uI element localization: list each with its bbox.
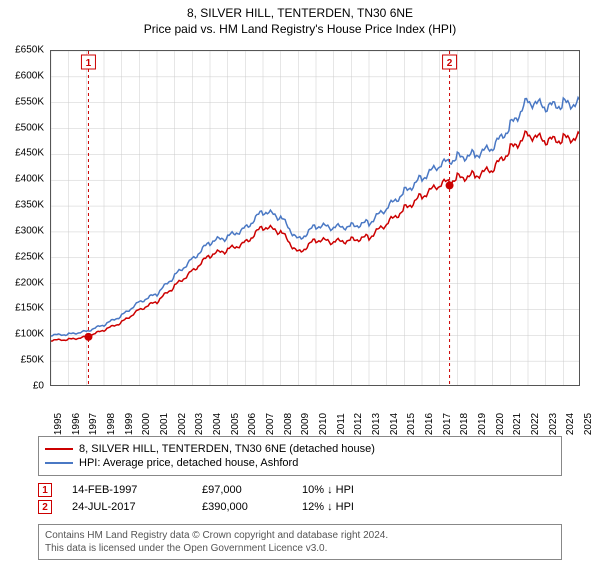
legend-label: 8, SILVER HILL, TENTERDEN, TN30 6NE (det…	[79, 443, 375, 455]
x-tick-label: 2004	[212, 413, 223, 435]
x-tick-label: 2016	[424, 413, 435, 435]
x-tick-label: 2013	[371, 413, 382, 435]
chart-container: 8, SILVER HILL, TENTERDEN, TN30 6NE Pric…	[0, 6, 600, 566]
x-tick-label: 2009	[300, 413, 311, 435]
x-tick-label: 2024	[565, 413, 576, 435]
y-tick-label: £300K	[15, 225, 44, 236]
x-tick-label: 2021	[512, 413, 523, 435]
x-tick-label: 2012	[353, 413, 364, 435]
x-tick-label: 2008	[283, 413, 294, 435]
x-tick-label: 2011	[336, 413, 347, 435]
chart-svg: 12	[50, 50, 580, 386]
y-tick-label: £0	[33, 381, 44, 392]
y-tick-label: £150K	[15, 303, 44, 314]
footer-line1: Contains HM Land Registry data © Crown c…	[45, 529, 555, 542]
chart-title-sub: Price paid vs. HM Land Registry's House …	[0, 22, 600, 36]
y-axis-labels: £0£50K£100K£150K£200K£250K£300K£350K£400…	[0, 50, 48, 386]
y-tick-label: £650K	[15, 45, 44, 56]
x-tick-label: 2015	[406, 413, 417, 435]
x-tick-label: 2023	[548, 413, 559, 435]
transaction-price: £390,000	[202, 501, 282, 513]
x-tick-label: 2020	[495, 413, 506, 435]
y-tick-label: £450K	[15, 148, 44, 159]
x-tick-label: 2000	[141, 413, 152, 435]
x-tick-label: 1996	[71, 413, 82, 435]
x-tick-label: 2014	[389, 413, 400, 435]
footer-attribution: Contains HM Land Registry data © Crown c…	[38, 524, 562, 560]
x-tick-label: 2010	[318, 413, 329, 435]
transaction-row: 2 24-JUL-2017 £390,000 12% ↓ HPI	[38, 500, 562, 514]
transaction-price: £97,000	[202, 484, 282, 496]
y-tick-label: £350K	[15, 200, 44, 211]
x-tick-label: 2001	[159, 413, 170, 435]
transaction-marker-badge: 1	[38, 483, 52, 497]
footer-line2: This data is licensed under the Open Gov…	[45, 542, 555, 555]
y-tick-label: £200K	[15, 277, 44, 288]
y-tick-label: £50K	[21, 355, 44, 366]
svg-text:2: 2	[447, 58, 453, 69]
y-tick-label: £100K	[15, 329, 44, 340]
y-tick-label: £600K	[15, 70, 44, 81]
transaction-row: 1 14-FEB-1997 £97,000 10% ↓ HPI	[38, 483, 562, 497]
x-tick-label: 2017	[442, 413, 453, 435]
x-tick-label: 1999	[124, 413, 135, 435]
legend-item: 8, SILVER HILL, TENTERDEN, TN30 6NE (det…	[45, 443, 555, 455]
svg-text:1: 1	[86, 58, 92, 69]
legend-label: HPI: Average price, detached house, Ashf…	[79, 457, 298, 469]
transaction-pct: 10% ↓ HPI	[302, 484, 402, 496]
x-tick-label: 2006	[247, 413, 258, 435]
transactions-table: 1 14-FEB-1997 £97,000 10% ↓ HPI 2 24-JUL…	[38, 480, 562, 517]
transaction-marker-badge: 2	[38, 500, 52, 514]
legend-swatch	[45, 448, 73, 450]
x-tick-label: 2022	[530, 413, 541, 435]
transaction-date: 24-JUL-2017	[72, 501, 182, 513]
y-tick-label: £250K	[15, 251, 44, 262]
transaction-pct: 12% ↓ HPI	[302, 501, 402, 513]
y-tick-label: £400K	[15, 174, 44, 185]
x-tick-label: 2003	[194, 413, 205, 435]
x-tick-label: 1998	[106, 413, 117, 435]
chart-plot-area: 12	[50, 50, 580, 386]
legend-box: 8, SILVER HILL, TENTERDEN, TN30 6NE (det…	[38, 436, 562, 476]
x-tick-label: 1997	[88, 413, 99, 435]
legend-swatch	[45, 462, 73, 464]
x-tick-label: 2005	[230, 413, 241, 435]
x-tick-label: 2002	[177, 413, 188, 435]
y-tick-label: £500K	[15, 122, 44, 133]
chart-title-address: 8, SILVER HILL, TENTERDEN, TN30 6NE	[0, 6, 600, 20]
x-tick-label: 2019	[477, 413, 488, 435]
x-tick-label: 2025	[583, 413, 594, 435]
y-tick-label: £550K	[15, 96, 44, 107]
x-tick-label: 1995	[53, 413, 64, 435]
legend-item: HPI: Average price, detached house, Ashf…	[45, 457, 555, 469]
transaction-date: 14-FEB-1997	[72, 484, 182, 496]
x-tick-label: 2018	[459, 413, 470, 435]
x-axis-labels: 1995199619971998199920002001200220032004…	[50, 388, 580, 430]
x-tick-label: 2007	[265, 413, 276, 435]
